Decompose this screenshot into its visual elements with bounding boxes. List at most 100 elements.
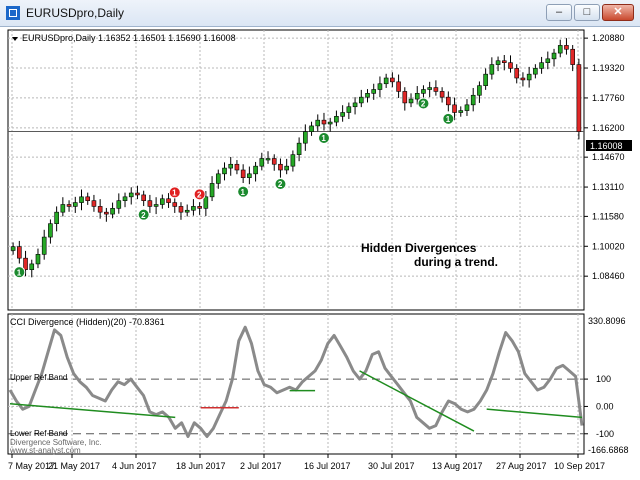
candle-body: [97, 206, 103, 213]
chart-area[interactable]: 1 2 1 2 1 2 1 2 1 7 May 2017 21 May 2017 4 Jun 201…: [6, 28, 634, 476]
current-price-label: 1.16008: [590, 141, 623, 151]
candle-body: [327, 121, 333, 125]
candle-body: [128, 192, 134, 198]
candle-body: [315, 119, 321, 127]
price-panel-frame: [7, 29, 585, 311]
candle-body: [477, 85, 482, 96]
candle-body: [17, 246, 22, 259]
price-header: EURUSDpro,Daily 1.16352 1.16501 1.15690 …: [22, 33, 236, 43]
candle-body: [110, 208, 115, 215]
indicator-panel-frame: [7, 313, 585, 455]
candle-body: [495, 60, 501, 65]
maximize-button[interactable]: □: [574, 4, 600, 21]
current-price-box: [586, 140, 632, 151]
y-tick-label: 1.10020: [592, 241, 625, 251]
divergence-marker-label: 2: [141, 211, 146, 220]
candle-body: [340, 112, 345, 117]
candle-body: [10, 246, 16, 251]
candle-body: [564, 45, 569, 50]
y-tick-label: 1.19320: [592, 63, 625, 73]
candle-body: [79, 196, 84, 203]
candle-body: [452, 104, 457, 113]
divergence-marker: [274, 178, 287, 190]
y-tick-label: 1.17760: [592, 93, 625, 103]
price-series: [10, 38, 582, 278]
divergence-marker-label: 1: [17, 268, 22, 277]
candle-body: [259, 158, 265, 167]
candle-body: [228, 163, 234, 169]
divergence-marker-label: 1: [321, 134, 326, 143]
annotation-line-1: Hidden Divergences: [361, 241, 477, 255]
cci-series: [8, 325, 584, 438]
candle-body: [539, 62, 544, 69]
candle-body: [172, 202, 178, 207]
divergence-marker: [193, 188, 206, 201]
candle-body: [153, 204, 159, 207]
candle-body: [464, 104, 470, 111]
candle-body: [85, 196, 91, 201]
cci-divergence-line: [359, 370, 475, 432]
upper-band-label: Upper Ref Band: [10, 373, 67, 382]
candle-body: [458, 110, 464, 113]
indicator-max-label: 330.8096: [588, 316, 626, 326]
x-tick-label: 18 Jun 2017: [176, 461, 226, 471]
divergence-markers: 1 2 1 2 1 2 1 2 1: [13, 97, 455, 279]
grid: [8, 30, 584, 454]
candle-body: [514, 68, 520, 79]
divergence-marker: [137, 208, 150, 221]
candle-body: [247, 173, 252, 178]
candle-body: [222, 167, 227, 175]
copyright-line-2: www.st-analyst.com: [9, 446, 81, 455]
candle-body: [433, 87, 439, 92]
candle-body: [321, 119, 327, 125]
close-button[interactable]: ✕: [602, 4, 634, 21]
candle-body: [533, 68, 538, 75]
candle-body: [414, 93, 420, 100]
y-tick-label: 1.16200: [592, 123, 625, 133]
divergence-marker: [237, 185, 250, 198]
x-tick-label: 10 Sep 2017: [554, 461, 605, 471]
candle-body: [303, 131, 308, 144]
candle-body: [408, 98, 414, 104]
candle-body: [116, 200, 122, 209]
candle-body: [278, 163, 283, 171]
candle-body: [427, 87, 432, 90]
x-tick-label: 4 Jun 2017: [112, 461, 157, 471]
candle-body: [483, 73, 488, 86]
dropdown-arrow-icon[interactable]: [12, 37, 18, 41]
window-title: EURUSDpro,Daily: [26, 6, 125, 20]
candle-body: [23, 257, 28, 270]
indicator-min-label: -166.6868: [588, 445, 629, 455]
x-tick-label: 2 Jul 2017: [240, 461, 282, 471]
divergence-marker-label: 2: [197, 191, 202, 200]
candle-body: [501, 60, 507, 63]
candle-body: [209, 183, 215, 198]
candle-body: [265, 158, 271, 161]
y-tick-label: 1.13110: [592, 182, 624, 192]
window-titlebar[interactable]: EURUSDpro,Daily – □ ✕: [0, 0, 640, 27]
divergence-marker: [317, 132, 330, 144]
candle-body: [253, 165, 258, 175]
y-tick-label: 1.11580: [592, 211, 624, 221]
candle-body: [446, 96, 451, 106]
divergence-marker-label: 1: [172, 189, 177, 198]
candle-body: [215, 173, 221, 184]
candle-body: [54, 211, 59, 224]
candle-body: [390, 77, 395, 83]
divergence-marker: [13, 266, 26, 279]
copyright-line-1: Divergence Software, Inc.: [10, 438, 102, 447]
candle-body: [520, 77, 526, 81]
minimize-button[interactable]: –: [546, 4, 572, 21]
candle-body: [29, 263, 35, 270]
candle-body: [396, 81, 401, 92]
app-icon: [6, 6, 20, 20]
candle-body: [296, 142, 302, 155]
indicator-header: CCI Divergence (Hidden)(20) -70.8361: [10, 317, 165, 327]
candle-body: [122, 196, 128, 201]
candle-body: [191, 206, 196, 211]
candle-body: [66, 204, 72, 207]
candle-body: [91, 200, 97, 207]
divergence-marker: [442, 112, 455, 125]
